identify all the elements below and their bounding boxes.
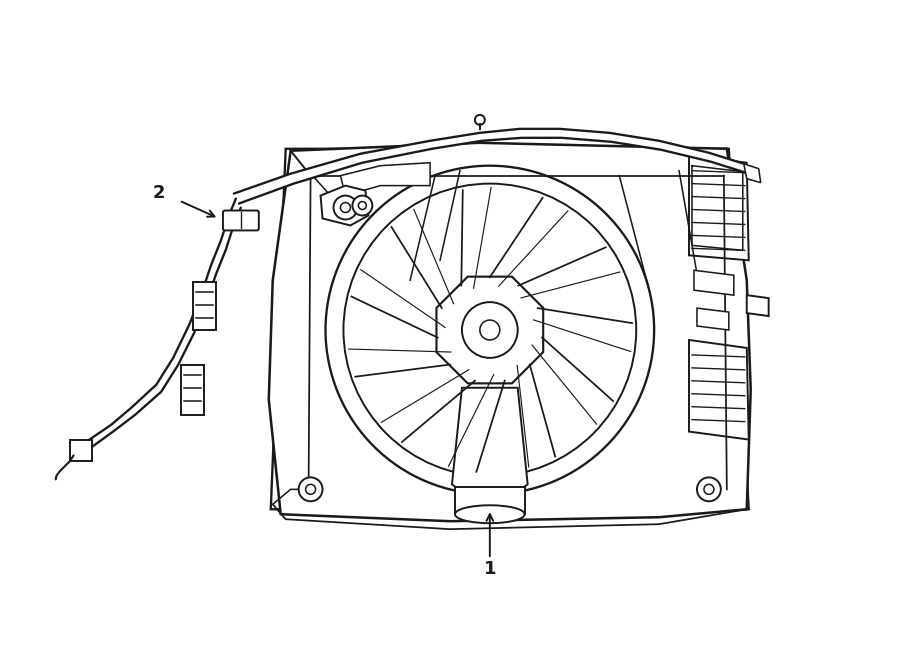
Polygon shape	[436, 277, 544, 383]
Polygon shape	[455, 487, 525, 514]
Ellipse shape	[455, 505, 525, 523]
Polygon shape	[689, 156, 749, 260]
Polygon shape	[74, 199, 241, 457]
Polygon shape	[747, 295, 769, 316]
Circle shape	[462, 302, 517, 358]
Polygon shape	[69, 440, 92, 461]
Circle shape	[299, 477, 322, 501]
Circle shape	[326, 166, 654, 495]
Polygon shape	[689, 340, 749, 440]
Polygon shape	[694, 270, 733, 295]
Circle shape	[334, 195, 357, 220]
Text: 1: 1	[483, 560, 496, 578]
Text: 2: 2	[153, 183, 166, 202]
Circle shape	[353, 195, 373, 216]
Polygon shape	[340, 163, 430, 195]
Polygon shape	[271, 149, 749, 509]
Polygon shape	[194, 282, 216, 330]
Polygon shape	[234, 129, 746, 203]
Polygon shape	[181, 365, 204, 414]
Polygon shape	[743, 164, 760, 183]
Polygon shape	[320, 185, 368, 226]
Polygon shape	[269, 143, 751, 521]
FancyBboxPatch shape	[223, 211, 259, 230]
Circle shape	[697, 477, 721, 501]
Polygon shape	[697, 308, 729, 330]
Polygon shape	[452, 388, 527, 497]
